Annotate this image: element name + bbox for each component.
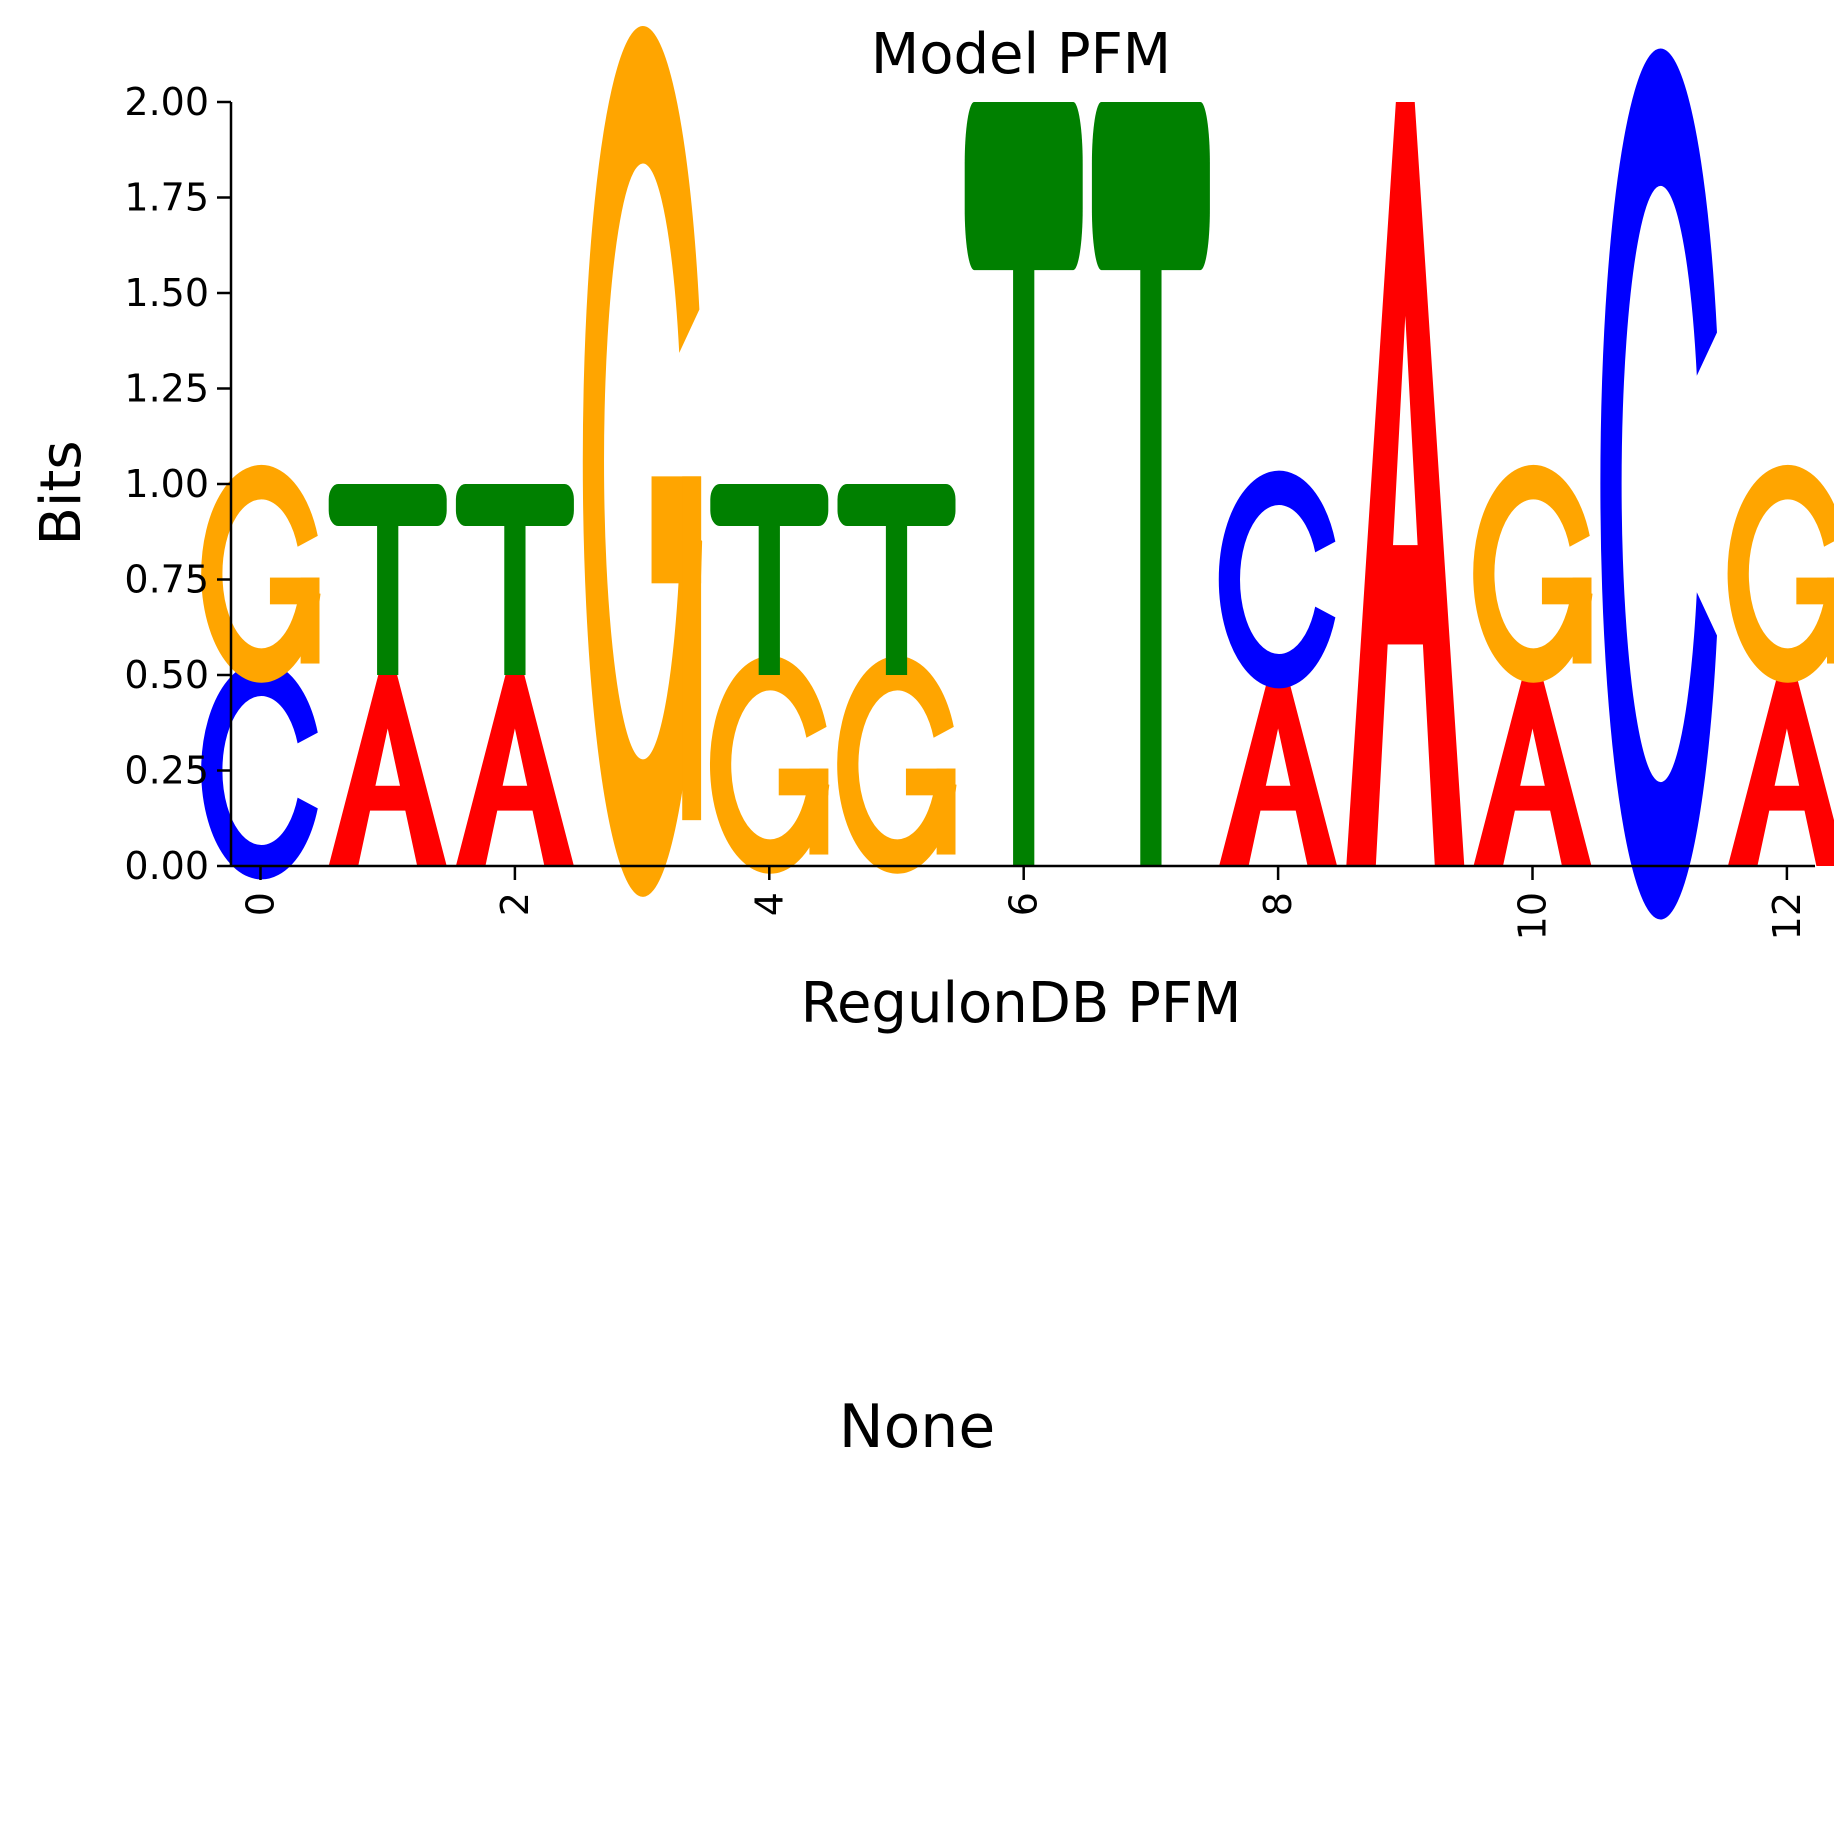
glyph-a-pos-10 <box>1473 675 1592 866</box>
y-axis-label: Bits <box>29 440 94 545</box>
glyph-a-pos-12 <box>1727 675 1834 867</box>
logo-glyphs <box>201 26 1834 920</box>
y-tick-label: 0.25 <box>124 749 209 793</box>
glyph-g-pos-0 <box>201 465 321 683</box>
glyph-g-pos-12 <box>1727 465 1834 683</box>
glyph-g-pos-4 <box>710 656 830 874</box>
empty-panel-label: None <box>838 1392 996 1462</box>
glyph-a-pos-9 <box>1346 102 1465 866</box>
x-tick-label: 2 <box>493 892 537 916</box>
axes: 0.00 0.25 0.50 0.75 1.00 1.25 1.50 1.75 2.00 0 2 4 6… <box>124 80 1815 940</box>
glyph-c-pos-8 <box>1218 470 1336 689</box>
glyph-t-pos-7 <box>1091 102 1210 866</box>
x-tick-label: 0 <box>239 892 283 916</box>
x-tick-label: 8 <box>1256 892 1300 916</box>
glyph-c-pos-11 <box>1600 48 1717 920</box>
glyph-a-pos-2 <box>455 675 574 866</box>
glyph-t-pos-6 <box>964 102 1083 866</box>
glyph-c-pos-0 <box>201 661 318 880</box>
y-tick-label: 1.25 <box>124 367 209 411</box>
glyph-a-pos-8 <box>1219 675 1338 866</box>
glyph-g-pos-5 <box>837 656 957 874</box>
glyph-g-pos-3 <box>582 26 703 897</box>
glyph-t-pos-2 <box>455 484 574 675</box>
y-tick-label: 1.75 <box>124 176 209 220</box>
glyph-t-pos-4 <box>710 484 829 675</box>
x-tick-label: 6 <box>1002 892 1046 916</box>
x-tick-label: 12 <box>1765 892 1809 940</box>
x-axis-label: RegulonDB PFM <box>801 971 1242 1036</box>
glyph-t-pos-5 <box>837 484 956 675</box>
y-tick-label: 0.75 <box>124 558 209 602</box>
glyph-t-pos-1 <box>328 484 447 675</box>
chart-title: Model PFM <box>871 22 1171 87</box>
x-tick-label: 10 <box>1511 892 1555 940</box>
y-tick-label: 1.50 <box>124 271 209 315</box>
y-tick-label: 0.00 <box>124 844 209 888</box>
x-tick-label: 4 <box>747 892 791 916</box>
glyph-a-pos-1 <box>328 675 447 866</box>
y-tick-label: 0.50 <box>124 653 209 697</box>
y-tick-label: 1.00 <box>124 462 209 506</box>
y-tick-label: 2.00 <box>124 80 209 124</box>
glyph-g-pos-10 <box>1473 465 1593 683</box>
